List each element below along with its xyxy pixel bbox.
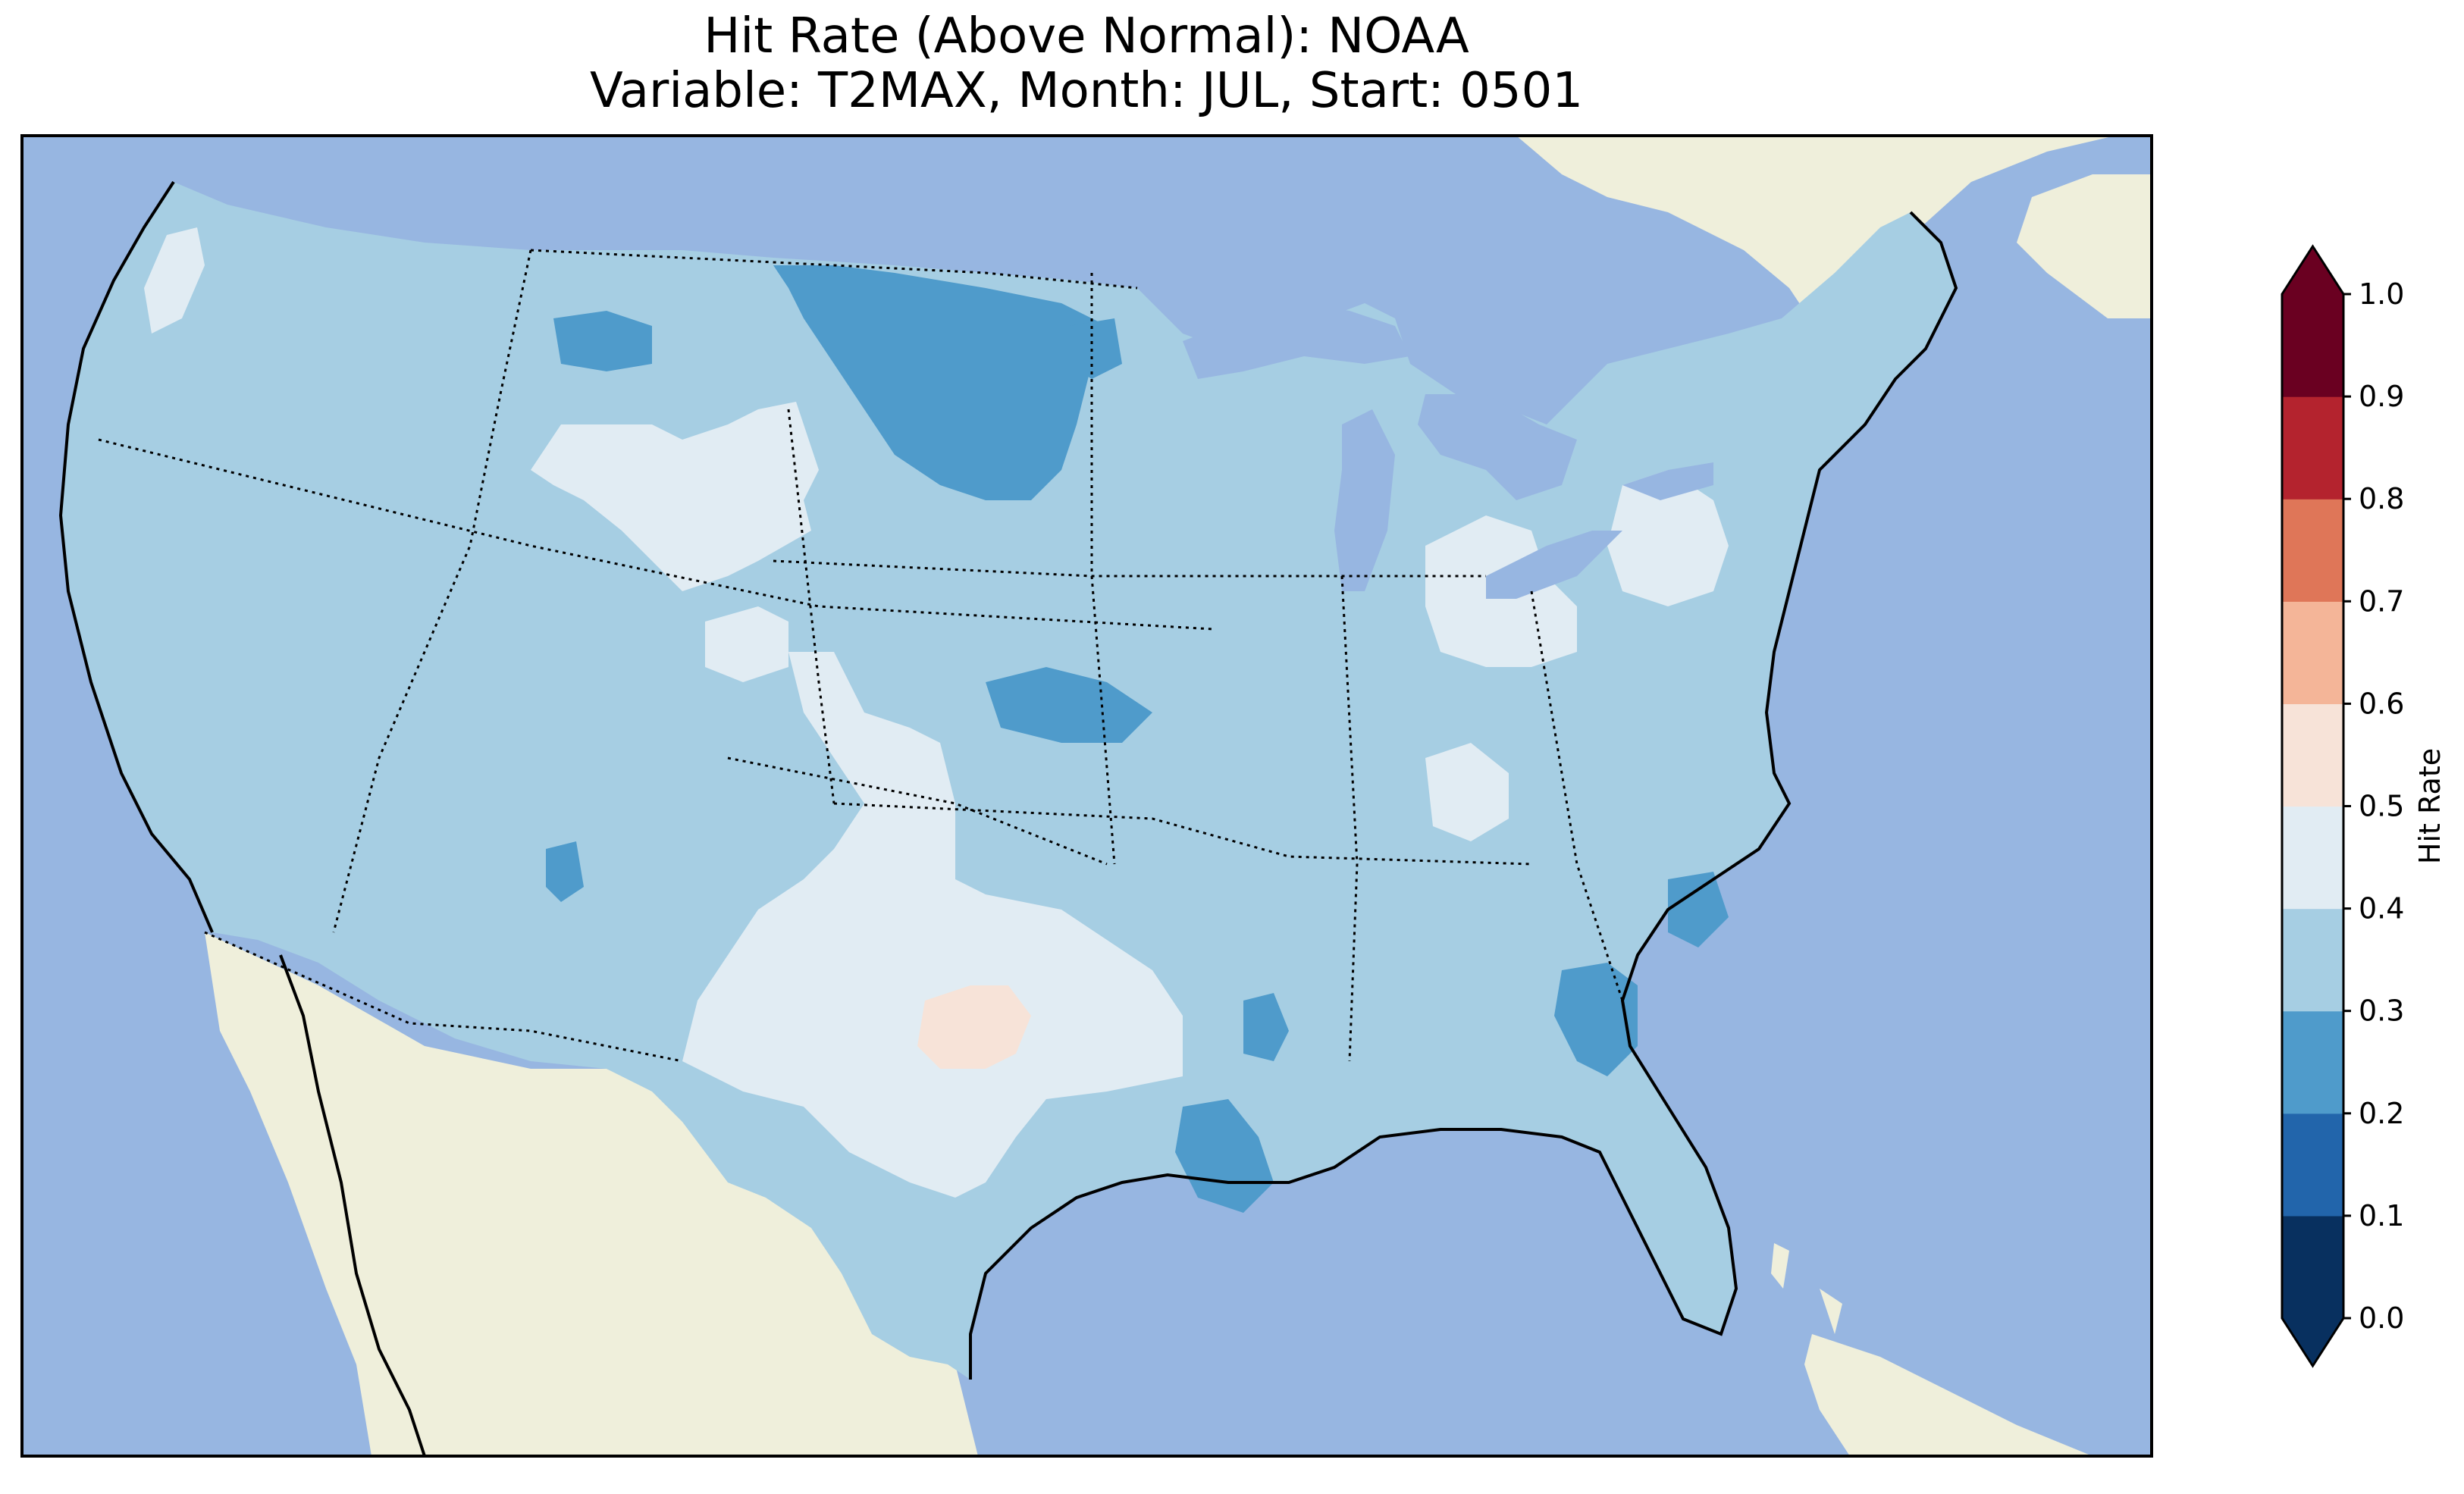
colorbar-bin — [2282, 908, 2343, 1012]
colorbar-extend-low — [2282, 1318, 2343, 1366]
title-line-2: Variable: T2MAX, Month: JUL, Start: 0501 — [589, 63, 1584, 119]
colorbar-tick-label: 0.7 — [2359, 584, 2404, 618]
warm-region — [917, 985, 1031, 1069]
colorbar-tick-label: 0.6 — [2359, 687, 2404, 720]
land-canada-east — [2017, 174, 2152, 318]
colorbar-bin — [2282, 396, 2343, 500]
colorbar-tick-label: 0.8 — [2359, 482, 2404, 515]
colorbar-label: Hit Rate — [2413, 748, 2447, 864]
map-frame — [20, 134, 2153, 1458]
coastlines — [58, 180, 1958, 1456]
colorbar-tick-label: 0.1 — [2359, 1199, 2404, 1232]
colorbar-tick-label: 0.4 — [2359, 892, 2404, 926]
map-title: Hit Rate (Above Normal): NOAA Variable: … — [21, 9, 2152, 118]
title-line-1: Hit Rate (Above Normal): NOAA — [704, 8, 1469, 64]
colorbar-tick-label: 0.3 — [2359, 994, 2404, 1028]
land-cuba — [1804, 1334, 2093, 1456]
colorbar-bin — [2282, 1215, 2343, 1319]
colorbar-bin — [2282, 499, 2343, 602]
colorbar-ticks: 0.0 0.1 0.2 0.3 0.4 0.5 0.6 0.7 0.8 0.9 1.0 — [2343, 277, 2404, 1335]
colorbar-bins — [2282, 294, 2343, 1319]
colorbar-extend-high — [2282, 246, 2343, 294]
land-bahamas — [1771, 1243, 1842, 1334]
colorbar-tick-label: 0.5 — [2359, 790, 2404, 823]
darker-regions — [546, 265, 1729, 1213]
colorbar-bin — [2282, 703, 2343, 807]
state-borders — [98, 249, 1624, 1063]
colorbar-tick-label: 0.2 — [2359, 1097, 2404, 1130]
colorbar-tick-label: 1.0 — [2359, 277, 2404, 311]
land-north — [174, 136, 2115, 334]
land-mexico — [205, 932, 978, 1456]
colorbar-bin — [2282, 1010, 2343, 1114]
great-lakes — [1183, 303, 1713, 599]
colorbar-tick-label: 0.0 — [2359, 1301, 2404, 1335]
colorbar-tick-label: 0.9 — [2359, 380, 2404, 413]
conus-land — [61, 182, 1956, 1380]
colorbar-bin — [2282, 1113, 2343, 1217]
colorbar-bin — [2282, 294, 2343, 397]
colorbar-bin — [2282, 806, 2343, 910]
colorbar-bin — [2282, 601, 2343, 704]
